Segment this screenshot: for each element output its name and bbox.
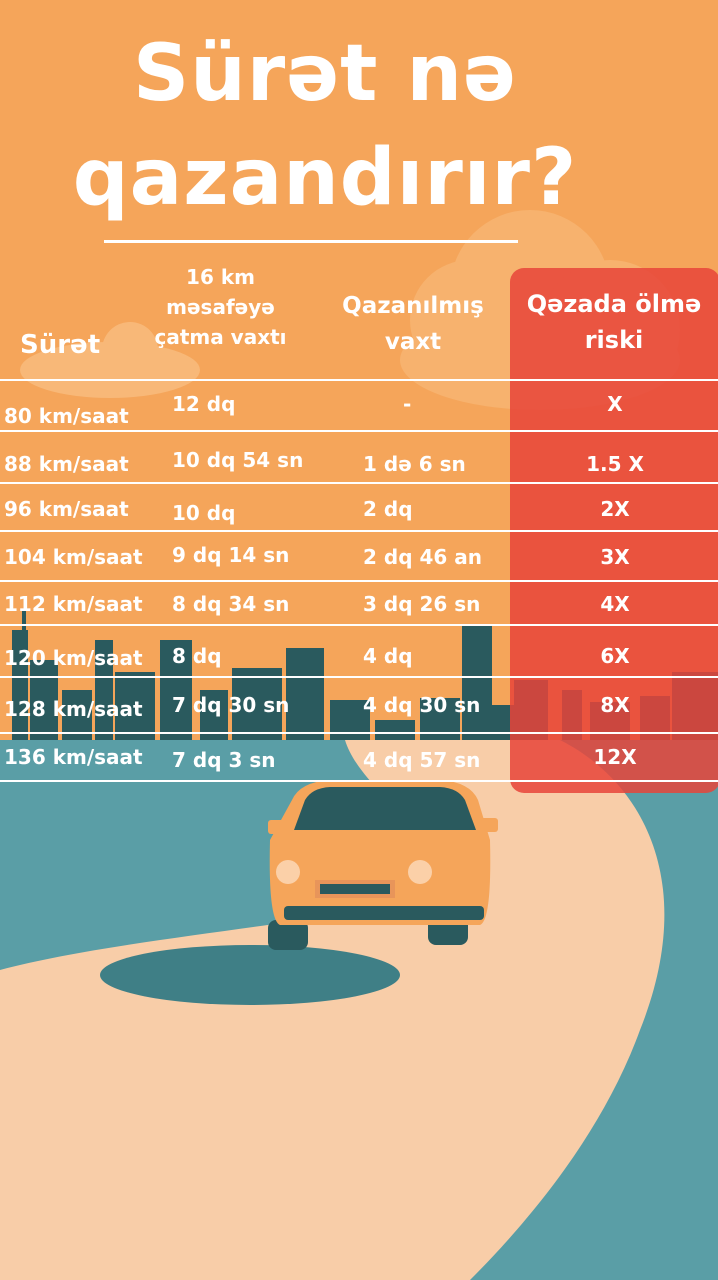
cell-speed: 80 km/saat — [4, 404, 129, 428]
cell-time: 8 dq 34 sn — [172, 592, 290, 616]
cell-speed: 104 km/saat — [4, 545, 143, 569]
title-line-2: qazandırır? — [72, 133, 578, 223]
cell-time: 10 dq 54 sn — [172, 448, 304, 472]
table-divider — [0, 482, 718, 484]
cell-speed: 136 km/saat — [4, 745, 143, 769]
cell-gain: 4 dq 57 sn — [363, 748, 481, 772]
header-death-risk: Qəzada ölmə riski — [510, 286, 718, 358]
cell-time: 7 dq 3 sn — [172, 748, 276, 772]
cell-gain: 4 dq 30 sn — [363, 693, 481, 717]
road — [0, 740, 665, 1280]
header-gain-line1: Qazanılmış — [342, 293, 484, 319]
cell-speed: 112 km/saat — [4, 592, 143, 616]
header-risk-line2: riski — [584, 326, 644, 354]
header-gained-time: Qazanılmış vaxt — [318, 288, 508, 360]
title-divider — [104, 240, 518, 243]
cell-gain: 4 dq — [363, 644, 413, 668]
header-gain-line2: vaxt — [384, 329, 442, 355]
table-divider — [0, 430, 718, 432]
cell-speed: 128 km/saat — [4, 697, 143, 721]
header-speed: Sürət — [20, 330, 101, 360]
cell-risk: 4X — [600, 592, 630, 616]
cell-risk: 3X — [600, 545, 630, 569]
header-time-line3: çatma vaxtı — [154, 325, 287, 349]
cell-gain: 2 dq — [363, 497, 413, 521]
cell-gain: 1 də 6 sn — [363, 452, 466, 476]
cell-speed: 88 km/saat — [4, 452, 129, 476]
cell-risk: X — [607, 392, 623, 416]
title-line-1: Sürət nə — [133, 29, 517, 119]
header-time-line1: 16 km — [186, 265, 255, 289]
cell-time: 8 dq — [172, 644, 222, 668]
cell-risk: 8X — [600, 693, 630, 717]
cloud-left — [20, 322, 200, 398]
cell-speed: 96 km/saat — [4, 497, 129, 521]
car-illustration — [268, 780, 498, 950]
cell-gain: 2 dq 46 an — [363, 545, 483, 569]
table-divider — [0, 379, 718, 381]
cell-risk: 2X — [600, 497, 630, 521]
cell-risk: 6X — [600, 644, 630, 668]
table-divider — [0, 580, 718, 582]
table-divider — [0, 624, 718, 626]
cell-time: 9 dq 14 sn — [172, 543, 290, 567]
cell-time: 12 dq — [172, 392, 236, 416]
cell-time: 10 dq — [172, 501, 236, 525]
header-risk-line1: Qəzada ölmə — [526, 290, 702, 318]
cell-time: 7 dq 30 sn — [172, 693, 290, 717]
cell-gain: - — [403, 392, 412, 416]
cell-risk: 1.5 X — [586, 452, 644, 476]
table-divider — [0, 676, 718, 678]
cell-gain: 3 dq 26 sn — [363, 592, 481, 616]
header-time: 16 km məsafəyə çatma vaxtı — [138, 262, 303, 352]
table-divider — [0, 530, 718, 532]
cell-speed: 120 km/saat — [4, 646, 143, 670]
page-title: Sürət nə qazandırır? — [0, 22, 650, 230]
header-time-line2: məsafəyə — [166, 295, 275, 319]
table-divider — [0, 732, 718, 734]
table-divider — [0, 780, 718, 782]
cell-risk: 12X — [593, 745, 637, 769]
car-shadow — [100, 945, 400, 1005]
